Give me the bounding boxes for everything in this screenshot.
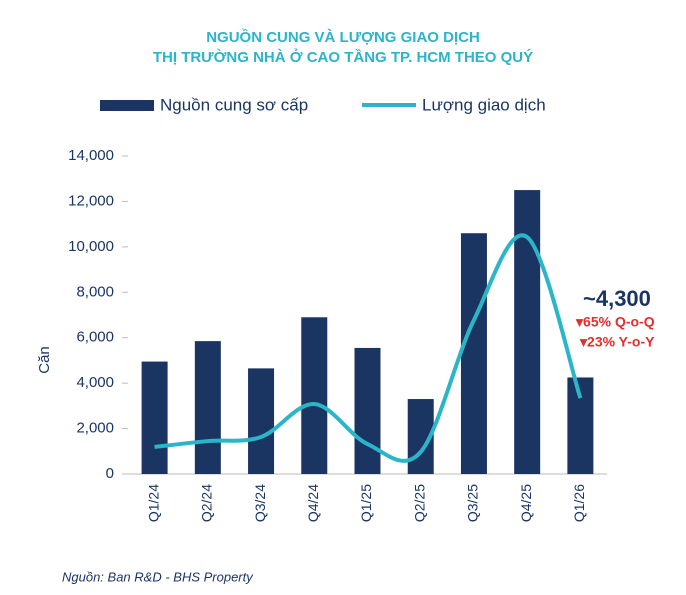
x-tick-label: Q4/24 xyxy=(305,484,321,522)
y-tick-label: 12,000 xyxy=(68,192,114,209)
x-tick-label: Q2/24 xyxy=(199,484,215,522)
bar xyxy=(141,361,168,474)
x-tick-label: Q1/25 xyxy=(358,484,374,522)
y-tick-label: 6,000 xyxy=(76,329,114,346)
y-tick-label: 14,000 xyxy=(68,147,114,164)
annotation: ~4,300 xyxy=(583,286,651,311)
x-tick-label: Q1/26 xyxy=(571,484,587,522)
bar xyxy=(301,317,328,474)
line xyxy=(154,233,583,463)
legend-swatch xyxy=(100,100,154,111)
y-tick-label: 4,000 xyxy=(76,374,114,391)
annotation: ▾23% Y-o-Y xyxy=(579,334,655,350)
y-tick-label: 10,000 xyxy=(68,238,114,255)
y-tick-label: 2,000 xyxy=(76,420,114,437)
legend-label: Lượng giao dịch xyxy=(422,95,546,114)
chart-title: NGUỒN CUNG VÀ LƯỢNG GIAO DỊCH xyxy=(206,28,480,46)
x-tick-label: Q3/24 xyxy=(252,484,268,522)
y-tick-label: 0 xyxy=(106,465,114,482)
bar xyxy=(514,190,541,475)
bar xyxy=(354,347,381,474)
legend-label: Nguồn cung sơ cấp xyxy=(160,95,308,114)
bar xyxy=(460,233,487,474)
bar xyxy=(194,341,221,474)
y-tick-label: 8,000 xyxy=(76,283,114,300)
annotation: ▾65% Q-o-Q xyxy=(575,314,655,330)
x-tick-label: Q3/25 xyxy=(465,484,481,522)
x-tick-label: Q1/24 xyxy=(145,484,161,522)
x-tick-label: Q2/25 xyxy=(411,484,427,522)
chart-title: THỊ TRƯỜNG NHÀ Ở CAO TẦNG TP. HCM THEO Q… xyxy=(153,48,533,66)
bar xyxy=(248,368,275,474)
x-tick-label: Q4/25 xyxy=(518,484,534,522)
y-axis-label: Căn xyxy=(36,346,53,374)
source: Nguồn: Ban R&D - BHS Property xyxy=(62,569,254,584)
